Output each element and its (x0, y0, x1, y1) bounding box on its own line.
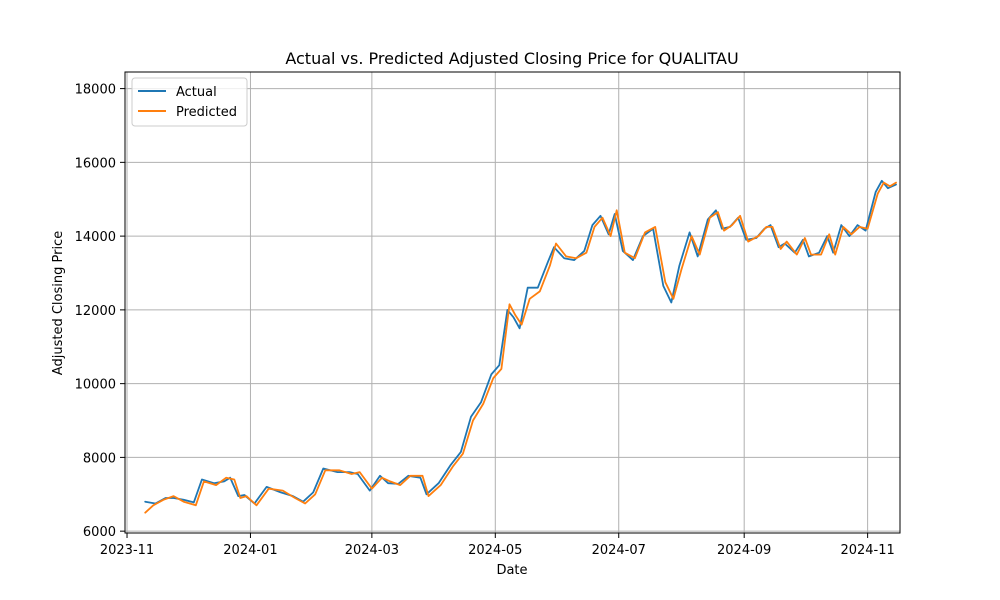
y-tick-label: 6000 (83, 525, 116, 540)
chart-title: Actual vs. Predicted Adjusted Closing Pr… (285, 49, 738, 68)
legend-label-actual: Actual (176, 85, 217, 100)
x-tick-label: 2024-03 (345, 543, 399, 558)
y-tick-label: 8000 (83, 451, 116, 466)
legend-label-predicted: Predicted (176, 105, 237, 120)
y-axis-label: Adjusted Closing Price (51, 231, 66, 375)
y-tick-label: 10000 (75, 378, 116, 393)
y-tick-label: 16000 (75, 156, 116, 171)
y-tick-label: 14000 (75, 230, 116, 245)
x-tick-label: 2024-01 (223, 543, 277, 558)
series-line-predicted (144, 181, 897, 514)
legend: Actual Predicted (131, 77, 248, 127)
x-axis-label: Date (496, 563, 527, 578)
plot-area-frame (124, 71, 901, 534)
x-tick-label: 2024-09 (717, 543, 771, 558)
series-layer (144, 179, 897, 514)
x-tick-label: 2024-07 (592, 543, 646, 558)
y-tick-label: 12000 (75, 304, 116, 319)
x-tick-label: 2024-05 (468, 543, 522, 558)
y-axis: 6000 8000 10000 12000 14000 16000 18000 (75, 83, 125, 540)
series-line-actual (144, 179, 897, 505)
x-tick-label: 2024-11 (840, 543, 894, 558)
x-axis: 2023-11 2024-01 2024-03 2024-05 2024-07 2024-… (100, 533, 895, 558)
y-tick-label: 18000 (75, 83, 116, 98)
x-tick-label: 2023-11 (100, 543, 154, 558)
